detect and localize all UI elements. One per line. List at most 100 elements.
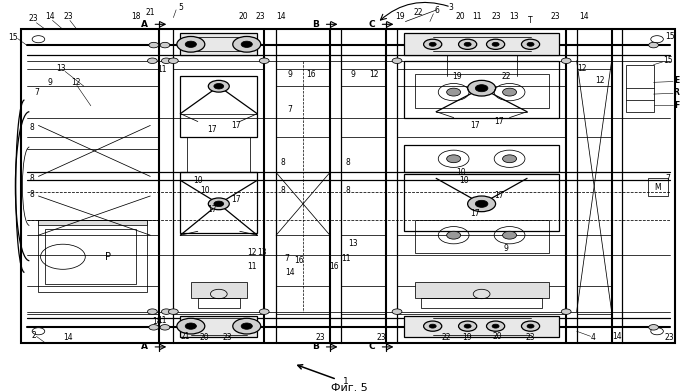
Text: M: M xyxy=(654,183,661,192)
Text: 14: 14 xyxy=(612,332,621,341)
Text: 16: 16 xyxy=(306,70,316,79)
Text: 13: 13 xyxy=(57,64,66,73)
Circle shape xyxy=(241,41,252,47)
Circle shape xyxy=(464,42,471,46)
Text: 18: 18 xyxy=(131,12,141,21)
Circle shape xyxy=(468,196,496,212)
Circle shape xyxy=(527,324,534,328)
Bar xyxy=(21,29,675,343)
Bar xyxy=(38,220,147,292)
Text: B: B xyxy=(312,20,319,29)
Text: 17: 17 xyxy=(494,117,504,126)
Text: T: T xyxy=(528,16,532,25)
Circle shape xyxy=(259,309,269,314)
Text: 3: 3 xyxy=(449,3,453,11)
Circle shape xyxy=(424,321,442,331)
Text: 17: 17 xyxy=(207,205,217,214)
Text: 11: 11 xyxy=(341,254,351,263)
Circle shape xyxy=(492,42,499,46)
Text: 14: 14 xyxy=(45,12,55,21)
Circle shape xyxy=(447,88,461,96)
Text: 12: 12 xyxy=(369,70,379,79)
Text: 15: 15 xyxy=(665,32,675,40)
Text: 7: 7 xyxy=(665,174,670,183)
Text: 22: 22 xyxy=(413,8,423,17)
Bar xyxy=(180,316,257,337)
Text: 23: 23 xyxy=(376,334,386,342)
Text: 8: 8 xyxy=(29,123,34,132)
Circle shape xyxy=(475,85,488,92)
Circle shape xyxy=(149,42,159,48)
Circle shape xyxy=(487,39,505,49)
Text: 10: 10 xyxy=(193,176,203,185)
Circle shape xyxy=(208,198,229,210)
Text: 21: 21 xyxy=(145,8,155,17)
Circle shape xyxy=(259,58,269,64)
Text: 6: 6 xyxy=(435,7,439,15)
Text: 23: 23 xyxy=(29,15,38,23)
Text: 1: 1 xyxy=(343,377,349,385)
Circle shape xyxy=(233,36,261,52)
Circle shape xyxy=(649,325,658,330)
Text: 23: 23 xyxy=(491,12,501,21)
Text: 17: 17 xyxy=(470,209,480,218)
Text: 13: 13 xyxy=(348,239,358,247)
Circle shape xyxy=(521,321,540,331)
Text: 23: 23 xyxy=(255,12,265,21)
Text: 14: 14 xyxy=(276,12,286,21)
Text: 14: 14 xyxy=(64,334,73,342)
Text: 12: 12 xyxy=(247,249,257,257)
Bar xyxy=(404,174,559,231)
Text: 10: 10 xyxy=(456,168,466,177)
Text: 7: 7 xyxy=(34,88,38,96)
Circle shape xyxy=(649,42,658,48)
Bar xyxy=(404,316,559,337)
Text: 22: 22 xyxy=(441,334,451,342)
Bar xyxy=(648,178,668,196)
Text: 19: 19 xyxy=(452,72,462,81)
Circle shape xyxy=(503,155,517,163)
Bar xyxy=(404,61,559,118)
Bar xyxy=(415,220,549,253)
Text: 9: 9 xyxy=(48,78,52,87)
Text: 23: 23 xyxy=(525,334,535,342)
Bar xyxy=(421,298,542,308)
Text: 23: 23 xyxy=(315,334,325,342)
Circle shape xyxy=(185,41,196,47)
Bar xyxy=(180,172,257,233)
Text: 8: 8 xyxy=(346,186,350,194)
Circle shape xyxy=(147,309,157,314)
Circle shape xyxy=(233,318,261,334)
Text: 14: 14 xyxy=(579,12,589,21)
Bar xyxy=(198,298,240,308)
Text: 19: 19 xyxy=(395,12,405,21)
Circle shape xyxy=(208,80,229,92)
Circle shape xyxy=(161,58,171,64)
Bar xyxy=(626,65,654,112)
Text: 17: 17 xyxy=(231,196,241,204)
Circle shape xyxy=(429,324,436,328)
Bar xyxy=(415,74,549,108)
Text: Фиг. 5: Фиг. 5 xyxy=(331,383,368,392)
Circle shape xyxy=(168,309,178,314)
Text: 11: 11 xyxy=(247,262,257,271)
Circle shape xyxy=(561,58,571,64)
Text: 23: 23 xyxy=(222,334,232,342)
Text: 15: 15 xyxy=(8,33,17,42)
Text: A: A xyxy=(141,343,148,351)
Circle shape xyxy=(561,309,571,314)
Circle shape xyxy=(424,39,442,49)
Text: 9: 9 xyxy=(351,70,355,79)
Text: 20: 20 xyxy=(199,334,209,342)
Text: F: F xyxy=(674,101,679,109)
Text: 10: 10 xyxy=(459,176,469,185)
Text: 23: 23 xyxy=(64,12,73,21)
Circle shape xyxy=(651,328,663,335)
Text: 10: 10 xyxy=(200,186,210,194)
Circle shape xyxy=(149,325,159,330)
Text: 11: 11 xyxy=(157,65,167,74)
Circle shape xyxy=(392,309,402,314)
Text: 8: 8 xyxy=(281,158,285,167)
Text: 23: 23 xyxy=(551,12,561,21)
Text: 7: 7 xyxy=(284,254,289,263)
